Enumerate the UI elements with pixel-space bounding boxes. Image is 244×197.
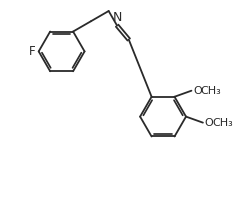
Text: CH₃: CH₃ [201, 86, 221, 96]
Text: F: F [29, 45, 36, 58]
Text: O: O [204, 118, 213, 128]
Text: N: N [112, 11, 122, 24]
Text: O: O [193, 86, 202, 96]
Text: CH₃: CH₃ [212, 118, 233, 128]
